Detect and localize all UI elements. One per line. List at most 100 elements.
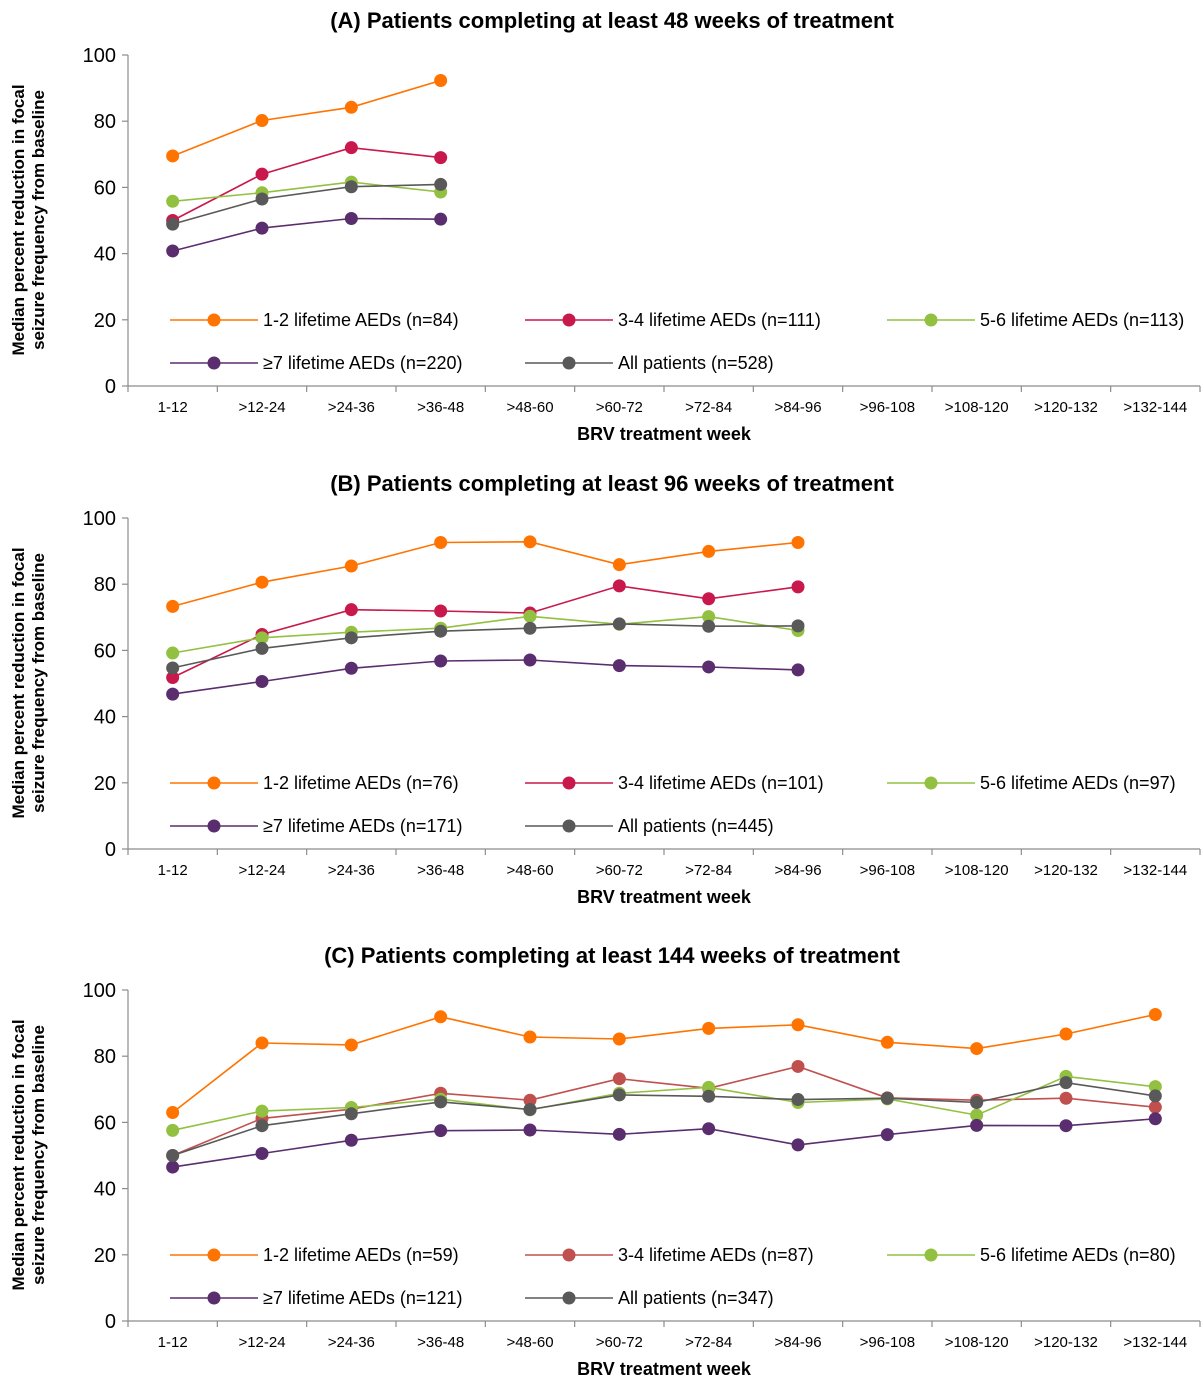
- legend-marker: [562, 819, 576, 833]
- data-point: [1148, 1007, 1162, 1021]
- data-point: [523, 621, 537, 635]
- data-point: [702, 544, 716, 558]
- data-point: [166, 1105, 180, 1119]
- data-point: [434, 604, 448, 618]
- data-point: [166, 661, 180, 675]
- data-point: [434, 1124, 448, 1138]
- series-line: [172, 146, 441, 222]
- data-point: [791, 1093, 805, 1107]
- y-tick-label: 80: [94, 574, 116, 596]
- series-line: [172, 540, 799, 608]
- data-point: [1059, 1119, 1073, 1133]
- data-point: [791, 663, 805, 677]
- data-point: [344, 631, 358, 645]
- data-point: [344, 1107, 358, 1121]
- x-tick-label: >36-48: [417, 862, 464, 879]
- data-point: [255, 641, 269, 655]
- x-tick-label: >72-84: [685, 1334, 732, 1351]
- x-tick-label: >84-96: [774, 399, 821, 416]
- x-tick-label: >72-84: [685, 399, 732, 416]
- y-tick-label: 60: [94, 177, 116, 199]
- legend-label: 3-4 lifetime AEDs (n=87): [618, 1245, 814, 1265]
- x-tick-label: >96-108: [860, 1334, 915, 1351]
- y-axis-label: Median percent reduction in focalseizure…: [9, 547, 48, 818]
- legend-label: All patients (n=445): [618, 816, 774, 836]
- data-point: [880, 1128, 894, 1142]
- x-tick-label: >24-36: [328, 399, 375, 416]
- data-point: [344, 1133, 358, 1147]
- legend-marker: [207, 776, 221, 790]
- data-point: [1059, 1076, 1073, 1090]
- x-tick-label: >24-36: [328, 1334, 375, 1351]
- series-line: [172, 1118, 1156, 1168]
- x-tick-label: >24-36: [328, 862, 375, 879]
- data-point: [166, 1149, 180, 1162]
- data-point: [702, 592, 716, 606]
- data-point: [970, 1118, 984, 1132]
- data-point: [166, 646, 180, 660]
- data-point: [612, 617, 626, 631]
- data-point: [166, 217, 180, 231]
- x-tick-label: >108-120: [945, 399, 1009, 416]
- data-point: [344, 180, 358, 194]
- y-tick-label: 0: [105, 376, 116, 398]
- x-tick-label: >84-96: [774, 1334, 821, 1351]
- data-point: [434, 624, 448, 638]
- data-point: [344, 100, 358, 114]
- data-point: [523, 535, 537, 549]
- chart-panel-2: (B) Patients completing at least 96 week…: [9, 471, 1201, 907]
- x-tick-label: 1-12: [158, 862, 188, 879]
- y-tick-label: 80: [94, 1046, 116, 1068]
- series-line: [172, 79, 441, 157]
- x-tick-label: >60-72: [596, 1334, 643, 1351]
- data-point: [434, 1095, 448, 1109]
- data-point: [1148, 1112, 1162, 1126]
- data-point: [523, 1102, 537, 1116]
- x-tick-label: >96-108: [860, 862, 915, 879]
- data-point: [434, 73, 448, 87]
- data-point: [1059, 1027, 1073, 1041]
- x-tick-label: >96-108: [860, 399, 915, 416]
- data-point: [791, 1138, 805, 1152]
- x-tick-label: >36-48: [417, 399, 464, 416]
- data-point: [255, 221, 269, 235]
- data-point: [612, 659, 626, 673]
- series-line: [172, 1081, 1156, 1157]
- data-point: [434, 177, 448, 191]
- series-line: [172, 181, 441, 203]
- chart-title: (C) Patients completing at least 144 wee…: [324, 943, 901, 968]
- x-tick-label: 1-12: [158, 399, 188, 416]
- data-point: [612, 579, 626, 593]
- x-axis-label: BRV treatment week: [577, 1359, 752, 1379]
- data-point: [344, 661, 358, 675]
- x-tick-label: >12-24: [238, 399, 285, 416]
- chart-title: (B) Patients completing at least 96 week…: [330, 471, 894, 496]
- data-point: [344, 559, 358, 573]
- legend-marker: [562, 776, 576, 790]
- x-tick-label: >108-120: [945, 1334, 1009, 1351]
- legend-label: All patients (n=528): [618, 353, 774, 373]
- data-point: [255, 675, 269, 689]
- legend-label: 5-6 lifetime AEDs (n=97): [980, 773, 1176, 793]
- data-point: [702, 1122, 716, 1136]
- legend-label: 1-2 lifetime AEDs (n=59): [263, 1245, 459, 1265]
- series-line: [172, 183, 441, 225]
- chart-panel-3: (C) Patients completing at least 144 wee…: [9, 943, 1201, 1379]
- x-tick-label: >132-144: [1123, 1334, 1187, 1351]
- data-point: [612, 1072, 626, 1086]
- y-axis-label: Median percent reduction in focalseizure…: [9, 84, 48, 355]
- data-point: [880, 1035, 894, 1049]
- data-point: [255, 1104, 269, 1118]
- data-point: [255, 1119, 269, 1133]
- chart-title: (A) Patients completing at least 48 week…: [330, 8, 894, 33]
- x-tick-label: >36-48: [417, 1334, 464, 1351]
- x-axis-label: BRV treatment week: [577, 424, 752, 444]
- x-tick-label: >132-144: [1123, 862, 1187, 879]
- data-point: [791, 1059, 805, 1073]
- data-point: [166, 1123, 180, 1137]
- data-point: [791, 619, 805, 633]
- y-tick-label: 100: [83, 45, 116, 67]
- data-point: [702, 1080, 716, 1094]
- legend-label: ≥7 lifetime AEDs (n=171): [263, 816, 462, 836]
